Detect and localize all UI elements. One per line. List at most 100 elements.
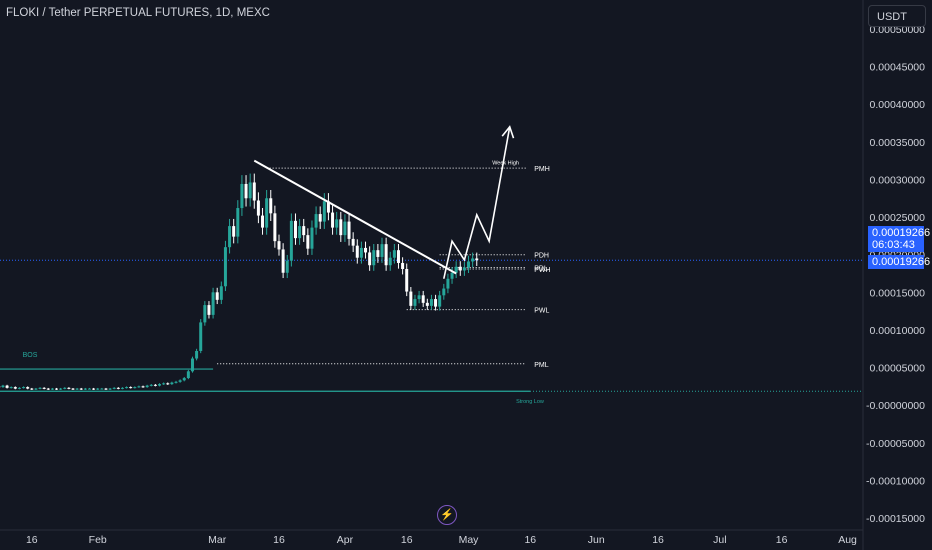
candle-body xyxy=(467,261,471,268)
candle-body xyxy=(446,278,450,289)
y-tick-label: 0.00005000 xyxy=(870,363,926,375)
candle-body xyxy=(409,291,413,306)
candle-body xyxy=(125,387,129,389)
candle-body xyxy=(314,214,318,228)
candle-body xyxy=(355,245,359,258)
candle-body xyxy=(34,388,38,390)
candle-body xyxy=(166,383,170,385)
candle-body xyxy=(401,262,405,269)
candle-body xyxy=(421,295,425,303)
candle-body xyxy=(174,381,178,383)
candle-body xyxy=(170,382,174,385)
chart-title: FLOKI / Tether PERPETUAL FUTURES, 1D, ME… xyxy=(6,7,270,19)
level-label: PDH xyxy=(534,253,549,260)
candle-body xyxy=(195,350,199,359)
candle-body xyxy=(120,387,124,389)
level-label: PWH xyxy=(534,267,550,274)
level-label: PML xyxy=(534,362,549,369)
candle-body xyxy=(285,260,289,273)
x-tick-label: Apr xyxy=(337,534,354,546)
x-tick-label: Jul xyxy=(713,534,726,546)
candle-body xyxy=(368,252,372,266)
currency-button[interactable]: USDT xyxy=(868,5,926,27)
candle-body xyxy=(335,219,339,228)
candle-body xyxy=(190,358,194,372)
candle-body xyxy=(339,219,343,236)
last-price-value: 0.00019266 xyxy=(872,227,931,239)
candle-body xyxy=(228,226,232,248)
candle-body xyxy=(5,385,9,388)
candle-body xyxy=(413,299,417,306)
candle-body xyxy=(75,388,79,390)
candle-body xyxy=(182,378,186,381)
candle-body xyxy=(149,384,153,386)
candle-body xyxy=(50,388,54,390)
y-tick-label: 0.00035000 xyxy=(870,137,926,149)
candle-body xyxy=(244,183,248,199)
candle-body xyxy=(55,388,59,390)
level-label: PWL xyxy=(534,308,549,315)
level-label: BOS xyxy=(23,352,38,359)
candle-body xyxy=(442,288,446,296)
candle-body xyxy=(1,385,5,388)
candle-body xyxy=(392,250,396,258)
candle-body xyxy=(203,305,207,323)
candle-body xyxy=(87,388,91,390)
candle-body xyxy=(67,387,71,389)
candle-body xyxy=(129,387,133,389)
candle-body xyxy=(256,200,260,216)
candle-body xyxy=(248,182,252,199)
candle-body xyxy=(83,388,87,390)
candle-body xyxy=(26,387,30,389)
y-tick-label: -0.00015000 xyxy=(866,513,925,525)
candle-body xyxy=(302,226,306,236)
candle-body xyxy=(310,227,314,249)
candle-body xyxy=(92,388,96,390)
candle-body xyxy=(322,201,326,222)
candle-body xyxy=(388,257,392,266)
candle-body xyxy=(289,220,293,261)
candle-body xyxy=(158,384,162,386)
x-tick-label: Mar xyxy=(208,534,227,546)
x-tick-label: 16 xyxy=(26,534,38,546)
projection-arrowhead xyxy=(501,125,515,139)
candle-body xyxy=(269,198,273,214)
candle-body xyxy=(112,387,116,389)
candle-body xyxy=(405,268,409,292)
price-line-label: 0.00019266 xyxy=(868,255,930,269)
candle-body xyxy=(79,388,83,390)
candle-body xyxy=(141,386,145,388)
candle-body xyxy=(417,295,421,300)
y-tick-label: 0.00045000 xyxy=(870,62,926,74)
level-label: PMH xyxy=(534,166,550,173)
y-tick-label: 0.00040000 xyxy=(870,99,926,111)
candle-body xyxy=(273,213,277,242)
candle-body xyxy=(108,388,112,390)
candle-body xyxy=(434,299,438,307)
candle-body xyxy=(372,250,376,266)
candle-body xyxy=(281,249,285,273)
level-label: PDL xyxy=(534,265,548,272)
candle-body xyxy=(384,244,388,266)
candle-body xyxy=(46,388,50,390)
candle-body xyxy=(425,302,429,306)
candle-body xyxy=(153,384,157,386)
candle-body xyxy=(207,305,211,315)
candle-body xyxy=(454,266,458,273)
candle-body xyxy=(450,272,454,279)
candle-body xyxy=(306,235,310,249)
candle-body xyxy=(13,387,17,389)
candle-body xyxy=(162,383,166,385)
y-tick-label: 0.00030000 xyxy=(870,174,926,186)
x-tick-label: 16 xyxy=(524,534,536,546)
lightning-icon[interactable]: ⚡ xyxy=(437,505,457,525)
candle-body xyxy=(265,198,269,228)
candle-body xyxy=(232,226,236,237)
candle-body xyxy=(429,299,433,306)
candle-body xyxy=(223,247,227,287)
trendline xyxy=(253,159,457,275)
candle-body xyxy=(219,286,223,300)
candle-body xyxy=(359,247,363,258)
candle-body xyxy=(133,387,137,389)
